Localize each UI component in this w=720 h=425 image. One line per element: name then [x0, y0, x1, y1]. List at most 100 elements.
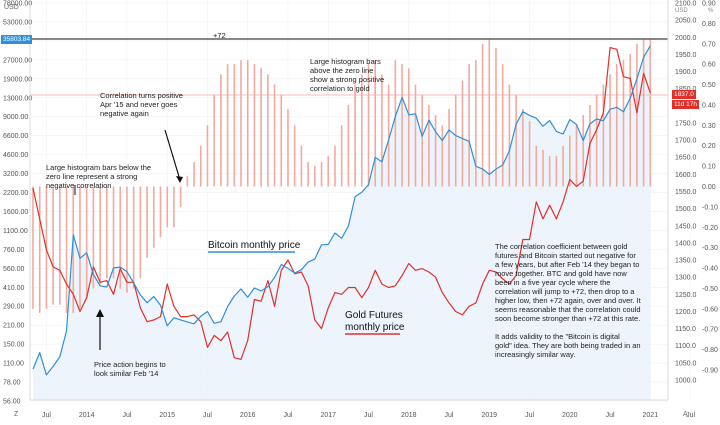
- left-tick-label: 56.00: [3, 399, 21, 406]
- gold-tick-label: 1350.0: [675, 258, 697, 265]
- gold-tick-label: 1400.0: [675, 240, 697, 247]
- right-axis: 2100.02050.02000.01950.01900.01850.01800…: [675, 1, 697, 385]
- left-tick-label: 110.00: [3, 361, 24, 368]
- x-tick-label: 2015: [159, 412, 175, 419]
- corr-tick-label: 0.50: [702, 82, 716, 89]
- gold-tick-label: 1200.0: [675, 309, 697, 316]
- bitcoin-series-line: [32, 45, 651, 376]
- auto-scale-a[interactable]: A: [683, 411, 688, 418]
- bitcoin-area: [33, 45, 651, 401]
- annotation-price-action: Price action begins to look similar Feb …: [94, 360, 166, 378]
- scale-mode-z[interactable]: Z: [14, 411, 19, 418]
- x-tick-label: Jul: [606, 412, 615, 419]
- corr-tick-label: -0.60: [702, 306, 718, 313]
- x-tick-label: Jul: [122, 412, 131, 419]
- x-tick-label: Jul: [445, 412, 454, 419]
- gold-series-line: [32, 47, 651, 360]
- gold-tick-label: 1500.0: [675, 206, 697, 213]
- corr-tick-label: -0.70: [702, 327, 718, 334]
- annotation-coefficient: The correlation coefficient between gold…: [495, 242, 641, 359]
- arrow-turns-positive: [164, 129, 181, 181]
- left-tick-label: 6600.00: [3, 133, 28, 140]
- correlation-histogram: [32, 39, 652, 313]
- left-tick-label: 27000.00: [3, 57, 32, 64]
- left-tick-label: 1100.00: [3, 228, 28, 235]
- left-tick-label: 19000.00: [3, 76, 32, 83]
- gold-tick-label: 1650.0: [675, 155, 697, 162]
- gold-tick-label: 1900.0: [675, 69, 697, 76]
- corr-tick-label: -0.10: [702, 204, 718, 211]
- gold-unit: USD: [675, 8, 688, 14]
- gold-tick-label: 1950.0: [675, 52, 697, 59]
- x-tick-label: Jul: [42, 412, 51, 419]
- left-tick-label: 78000.00: [3, 1, 32, 8]
- corr-tick-label: 0.70: [702, 41, 716, 48]
- left-tick-label: 2200.00: [3, 190, 28, 197]
- corr-tick-label: 0.10: [702, 164, 716, 171]
- corr-tick-label: 0.30: [702, 123, 716, 130]
- gold-tick-label: 1600.0: [675, 172, 697, 179]
- x-tick-label: 2016: [240, 412, 256, 419]
- top-left-unit: USD: [4, 4, 19, 11]
- correlation-axis: 0.90 0.80 0.70 0.60 0.50 0.40 0.30 0.20 0.10 0.00…: [702, 1, 718, 375]
- x-tick-label: 2020: [562, 412, 578, 419]
- gold-tick-label: 1550.0: [675, 189, 697, 196]
- left-tick-label: 78.00: [3, 380, 21, 387]
- gold-tick-label: 1850.0: [675, 86, 697, 93]
- x-axis: Jul 2014 Jul 2015 Jul 2016 Jul 2017 Jul 2018 Jul 20…: [42, 412, 696, 419]
- x-tick-label: 2019: [481, 412, 497, 419]
- annotation-turns-positive: Correlation turns positive Apr '15 and n…: [100, 91, 183, 118]
- corr-tick-label: -0.50: [702, 286, 718, 293]
- gold-countdown-badge: 11d 17h: [672, 100, 700, 109]
- corr-unit: %: [708, 8, 714, 14]
- x-tick-label: Jul: [364, 412, 373, 419]
- x-tick-label: 2018: [401, 412, 417, 419]
- corr-tick-label: -0.30: [702, 245, 718, 252]
- arrowhead-turns-positive: [176, 176, 183, 183]
- left-tick-label: 410.00: [3, 285, 25, 292]
- left-tick-label: 290.00: [3, 304, 25, 311]
- gold-tick-label: 1250.0: [675, 292, 697, 299]
- corr-tick-label: 0.60: [702, 62, 716, 69]
- gold-tick-label: 1750.0: [675, 120, 697, 127]
- gold-price-badge: 1837.0: [672, 90, 696, 99]
- left-tick-label: 1600.00: [3, 209, 28, 216]
- annotation-large-below: Large histogram bars below the zero line…: [46, 163, 152, 190]
- gold-tick-label: 2050.0: [675, 18, 697, 25]
- corr-tick-label: -0.20: [702, 225, 718, 232]
- left-tick-label: 53000.00: [3, 19, 32, 26]
- left-tick-label: 760.00: [3, 247, 25, 254]
- btc-price-badge: 35803.84: [1, 35, 33, 44]
- x-tick-label: 2017: [320, 412, 336, 419]
- left-tick-label: 560.00: [3, 266, 25, 273]
- gold-tick-label: 1450.0: [675, 223, 697, 230]
- corr-tick-label: 0.40: [702, 102, 716, 109]
- x-tick-label: Jul: [203, 412, 212, 419]
- gold-tick-label: 2100.0: [675, 1, 697, 8]
- gold-tick-label: 1300.0: [675, 275, 697, 282]
- gold-tick-label: 1700.0: [675, 138, 697, 145]
- gold-tick-label: 1150.0: [675, 326, 696, 333]
- annotation-plus72: +72: [213, 31, 226, 40]
- x-tick-label: Jul: [284, 412, 293, 419]
- corr-tick-label: -0.80: [702, 347, 718, 354]
- x-tick-label: 2021: [643, 412, 659, 419]
- bitcoin-area-fill: [33, 45, 651, 401]
- x-tick-label: Jul: [525, 412, 534, 419]
- annotation-large-above: Large histogram bars above the zero line…: [310, 57, 385, 93]
- corr-tick-label: -0.90: [702, 368, 718, 375]
- bitcoin-series-label: Bitcoin monthly price: [208, 240, 301, 251]
- gold-tick-label: 1050.0: [675, 360, 697, 367]
- corr-tick-label: 0.90: [702, 1, 716, 8]
- left-axis: 78000.00 53000.00 27000.00 19000.00 13000.00…: [3, 1, 32, 406]
- corr-tick-label: -0.40: [702, 266, 718, 273]
- corr-tick-label: 0.20: [702, 143, 716, 150]
- gold-tick-label: 2000.0: [675, 35, 697, 42]
- left-tick-label: 9000.00: [3, 114, 28, 121]
- left-tick-label: 3200.00: [3, 171, 28, 178]
- gold-tick-label: 1100.0: [675, 343, 696, 350]
- x-tick-label: Jul: [686, 412, 695, 419]
- corr-tick-label: 0.00: [702, 184, 716, 191]
- left-tick-label: 13000.00: [3, 95, 32, 102]
